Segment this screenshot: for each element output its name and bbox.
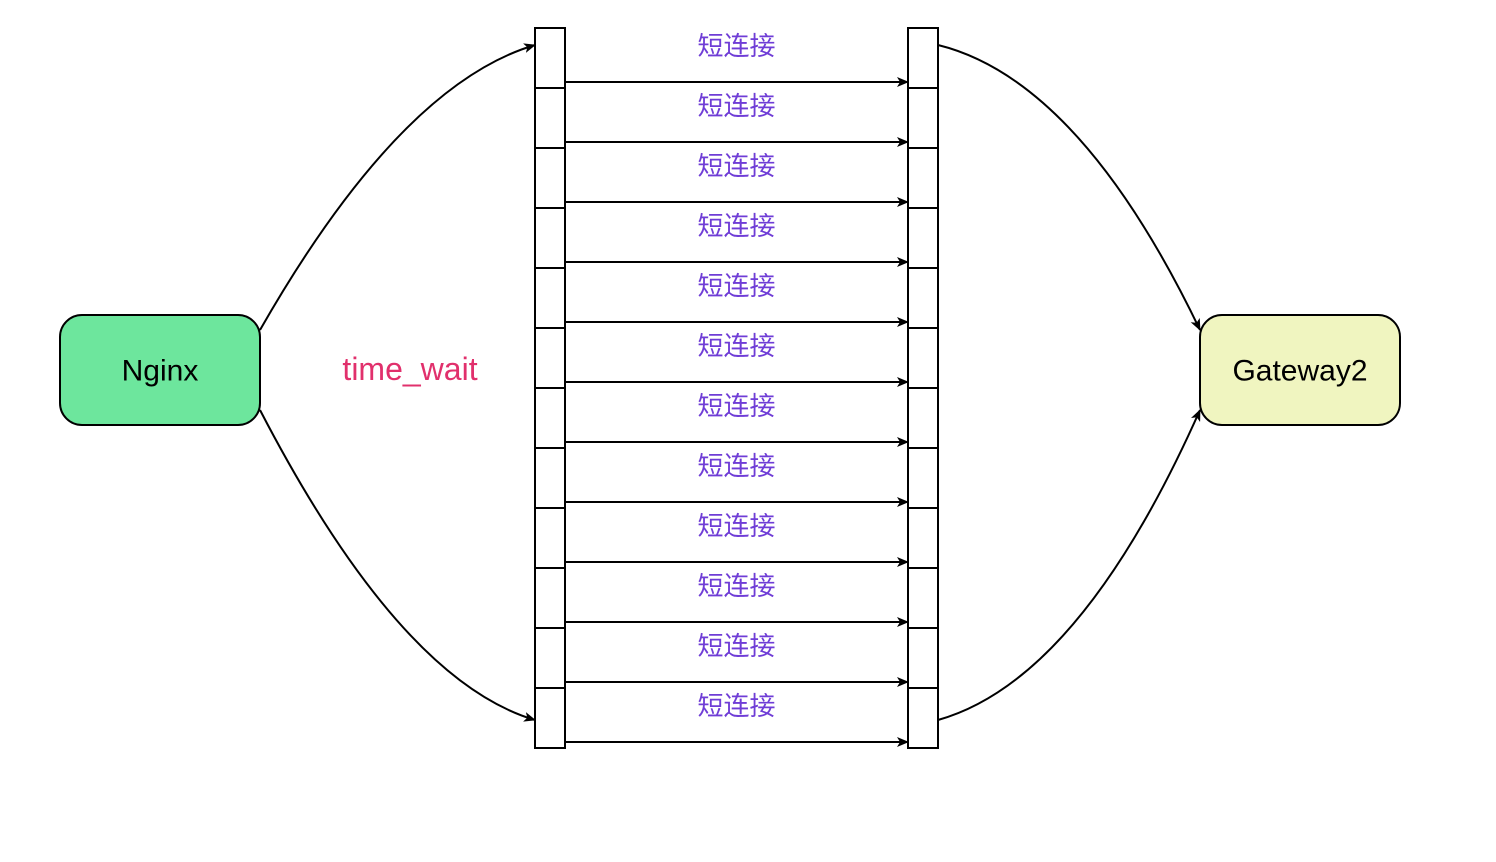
nginx-label: Nginx (122, 355, 199, 388)
left-port-cell (535, 88, 565, 148)
right-port-cell (908, 688, 938, 748)
left-port-cell (535, 148, 565, 208)
short-connection-label: 短连接 (697, 91, 775, 121)
left-port-cell (535, 208, 565, 268)
left-port-cell (535, 628, 565, 688)
left-port-column (535, 28, 565, 748)
right-port-cell (908, 508, 938, 568)
nginx-node: Nginx (60, 315, 260, 425)
short-connection-label: 短连接 (697, 271, 775, 301)
diagram-canvas: Nginx Gateway2 time_wait 短连接短连接短连接短连接短连接… (0, 0, 1496, 862)
left-port-cell (535, 328, 565, 388)
short-connection-label: 短连接 (697, 331, 775, 361)
bottom-to-gateway-curve (938, 410, 1200, 720)
right-port-cell (908, 268, 938, 328)
short-connection-label: 短连接 (697, 211, 775, 241)
right-port-cell (908, 568, 938, 628)
left-port-cell (535, 268, 565, 328)
connection-arrows: 短连接短连接短连接短连接短连接短连接短连接短连接短连接短连接短连接短连接 (565, 31, 908, 742)
left-port-cell (535, 508, 565, 568)
short-connection-label: 短连接 (697, 31, 775, 61)
short-connection-label: 短连接 (697, 691, 775, 721)
gateway-label: Gateway2 (1232, 355, 1367, 388)
left-port-cell (535, 28, 565, 88)
short-connection-label: 短连接 (697, 511, 775, 541)
right-port-cell (908, 328, 938, 388)
left-port-cell (535, 688, 565, 748)
right-port-cell (908, 628, 938, 688)
short-connection-label: 短连接 (697, 571, 775, 601)
time-wait-label: time_wait (342, 351, 477, 387)
short-connection-label: 短连接 (697, 451, 775, 481)
left-port-cell (535, 448, 565, 508)
left-port-cell (535, 388, 565, 448)
right-port-cell (908, 388, 938, 448)
right-port-column (908, 28, 938, 748)
right-port-cell (908, 88, 938, 148)
left-port-cell (535, 568, 565, 628)
right-port-cell (908, 148, 938, 208)
nginx-to-bottom-curve (260, 410, 535, 720)
gateway-node: Gateway2 (1200, 315, 1400, 425)
nginx-to-top-curve (260, 45, 535, 330)
right-port-cell (908, 208, 938, 268)
right-port-cell (908, 448, 938, 508)
top-to-gateway-curve (938, 45, 1200, 330)
right-port-cell (908, 28, 938, 88)
short-connection-label: 短连接 (697, 391, 775, 421)
short-connection-label: 短连接 (697, 151, 775, 181)
short-connection-label: 短连接 (697, 631, 775, 661)
